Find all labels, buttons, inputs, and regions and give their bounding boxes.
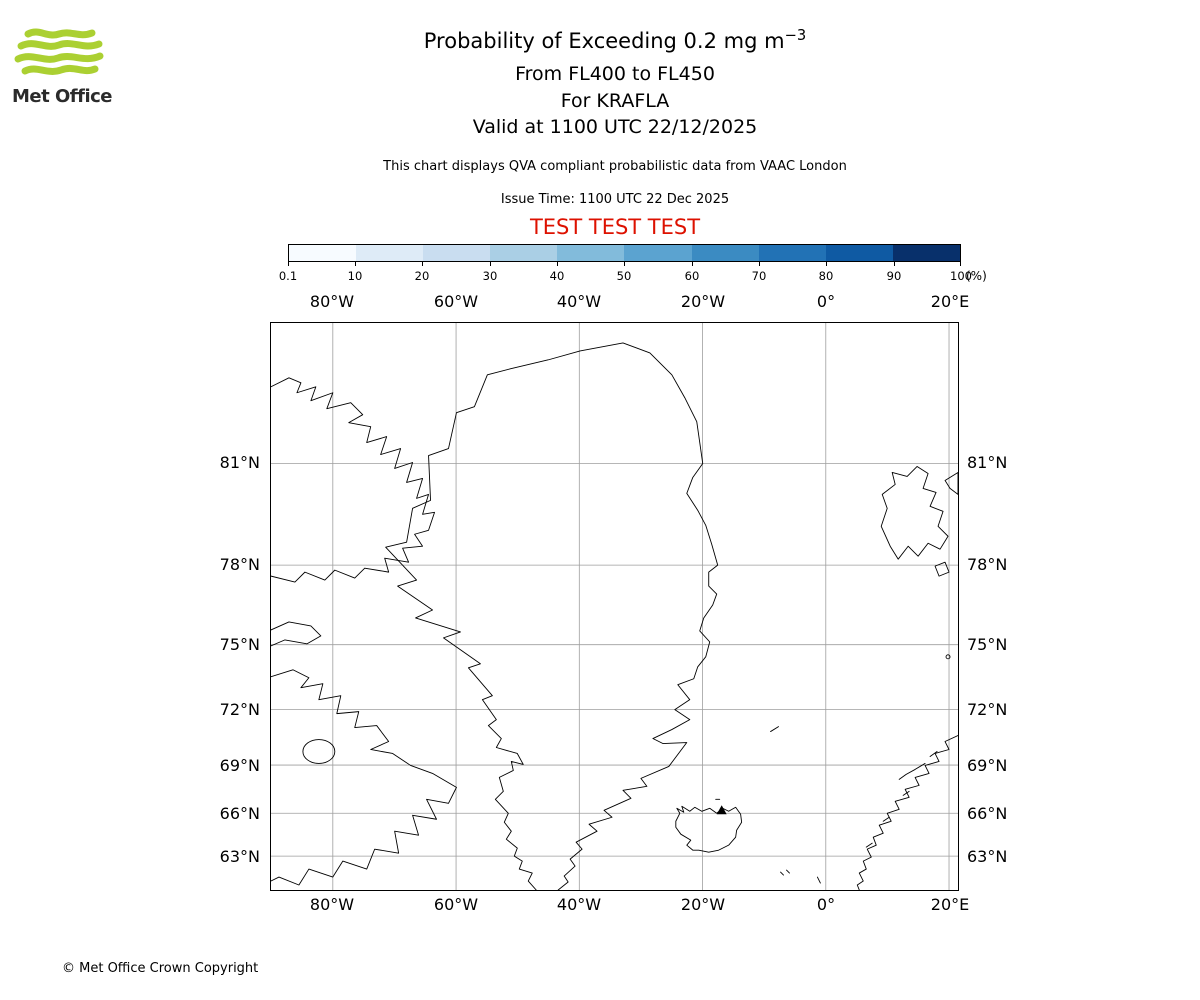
lon-label-top: 40°W [556, 292, 602, 311]
colorbar-tick [692, 262, 693, 266]
map-frame [270, 322, 959, 891]
lon-label-top: 80°W [309, 292, 355, 311]
lat-label-right: 66°N [967, 804, 1008, 823]
lat-label-right: 69°N [967, 756, 1008, 775]
colorbar-segment [557, 245, 625, 261]
lon-label-top: 60°W [433, 292, 479, 311]
colorbar-tick-label: 90 [886, 269, 902, 283]
colorbar-tick-label: 70 [751, 269, 767, 283]
lat-label-left: 75°N [219, 635, 260, 654]
colorbar-unit-label: (%) [966, 269, 987, 283]
map-canvas [271, 323, 958, 890]
colorbar-segment [624, 245, 692, 261]
islands-faroe [780, 869, 790, 876]
lon-label-bottom: 60°W [433, 895, 479, 914]
coastline-greenland [385, 342, 719, 890]
coastline-ellesmere [271, 377, 435, 583]
colorbar-tick [490, 262, 491, 266]
colorbar-tick-label: 20 [414, 269, 430, 283]
islands-lofoten [898, 762, 926, 780]
island-bear [945, 654, 951, 660]
flight-level-line: From FL400 to FL450 [515, 63, 715, 85]
colorbar-tick [288, 262, 289, 266]
lat-label-left: 69°N [219, 756, 260, 775]
colorbar-tick-label: 50 [616, 269, 632, 283]
valid-time-line: Valid at 1100 UTC 22/12/2025 [472, 116, 758, 138]
qva-description: This chart displays QVA compliant probab… [383, 159, 847, 174]
colorbar-tick [759, 262, 760, 266]
gridlines [271, 323, 958, 890]
coastline-devon [271, 621, 322, 647]
colorbar-tick [355, 262, 356, 266]
island-shetland [816, 876, 821, 884]
lon-label-bottom: 20°W [680, 895, 726, 914]
met-office-logo-waves-icon [14, 28, 104, 75]
volcano-line: For KRAFLA [560, 90, 670, 112]
colorbar-segment [825, 245, 893, 261]
colorbar-segment [289, 245, 357, 261]
colorbar-tick [960, 262, 961, 266]
lon-label-bottom: 80°W [309, 895, 355, 914]
page-title: Probability of Exceeding 0.2 mg m−3 [230, 27, 1000, 53]
colorbar-segment [691, 245, 759, 261]
colorbar-tick [422, 262, 423, 266]
lat-label-left: 81°N [219, 453, 260, 472]
lat-label-right: 63°N [967, 847, 1008, 866]
met-office-logo: Met Office [12, 26, 132, 107]
island-jan-mayen [770, 726, 779, 733]
coastline-svalbard [880, 466, 949, 560]
lat-label-right: 78°N [967, 555, 1008, 574]
colorbar-tick-label: 0.1 [278, 269, 298, 283]
coastline-baffin [271, 669, 457, 886]
lat-label-right: 81°N [967, 453, 1008, 472]
lon-label-top: 20°W [680, 292, 726, 311]
colorbar-segment [758, 245, 826, 261]
coastline-norway [856, 735, 958, 890]
colorbar-tick-label: 80 [818, 269, 834, 283]
colorbar-tick [826, 262, 827, 266]
colorbar-tick [894, 262, 895, 266]
lat-label-left: 63°N [219, 847, 260, 866]
colorbar [288, 244, 961, 262]
issue-time: Issue Time: 1100 UTC 22 Dec 2025 [500, 192, 730, 207]
lat-label-left: 72°N [219, 700, 260, 719]
colorbar-segment [356, 245, 424, 261]
colorbar-segment [490, 245, 558, 261]
logo-text: Met Office [12, 86, 113, 107]
lat-label-right: 75°N [967, 635, 1008, 654]
coastline-svalbard-ne [944, 472, 958, 495]
colorbar-tick-label: 40 [549, 269, 565, 283]
lake-baffin [302, 739, 336, 764]
title-superscript: −3 [784, 27, 807, 44]
colorbar-tick [624, 262, 625, 266]
lon-label-bottom: 20°E [930, 895, 970, 914]
lat-label-left: 78°N [219, 555, 260, 574]
colorbar-segment [423, 245, 491, 261]
colorbar-tick [557, 262, 558, 266]
lon-label-bottom: 0° [816, 895, 836, 914]
colorbar-tick-label: 60 [684, 269, 700, 283]
title-text: Probability of Exceeding 0.2 mg m [423, 29, 785, 53]
colorbar-tick-label: 30 [482, 269, 498, 283]
test-banner: TEST TEST TEST [529, 215, 701, 239]
islands-norway-skerries [865, 751, 938, 848]
colorbar-segment [892, 245, 960, 261]
coastline-iceland [675, 805, 743, 853]
colorbar-tick-label: 10 [347, 269, 363, 283]
volcano-marker-krafla [716, 805, 727, 815]
lat-label-right: 72°N [967, 700, 1008, 719]
lon-label-bottom: 40°W [556, 895, 602, 914]
lon-label-top: 20°E [930, 292, 970, 311]
coastline-svalbard-se [934, 561, 950, 577]
copyright-text: © Met Office Crown Copyright [62, 961, 259, 976]
lon-label-top: 0° [816, 292, 836, 311]
lat-label-left: 66°N [219, 804, 260, 823]
colorbar-tick-label: 100 [950, 269, 972, 283]
